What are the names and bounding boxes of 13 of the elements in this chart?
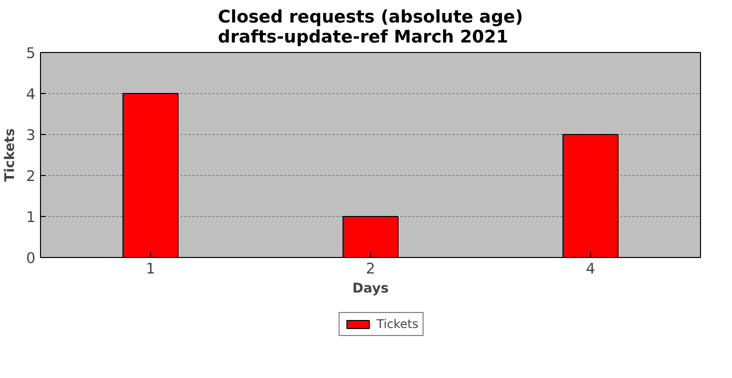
x-tick-label: 4 [586,260,596,278]
y-tick-label: 0 [26,250,36,267]
x-tick-label: 2 [366,260,376,278]
legend-label: Tickets [376,317,418,331]
y-tick-label: 1 [26,209,36,226]
x-tick-label: 1 [146,260,156,278]
y-tick-label: 3 [26,127,36,144]
y-axis-title: Tickets [3,128,18,182]
y-tick-label: 2 [26,168,36,185]
chart-title: Closed requests (absolute age) drafts-update-ref March 2021 [218,8,524,48]
y-tick-label: 4 [26,86,36,103]
y-tick-label: 5 [26,45,36,62]
x-axis-title: Days [352,282,389,296]
